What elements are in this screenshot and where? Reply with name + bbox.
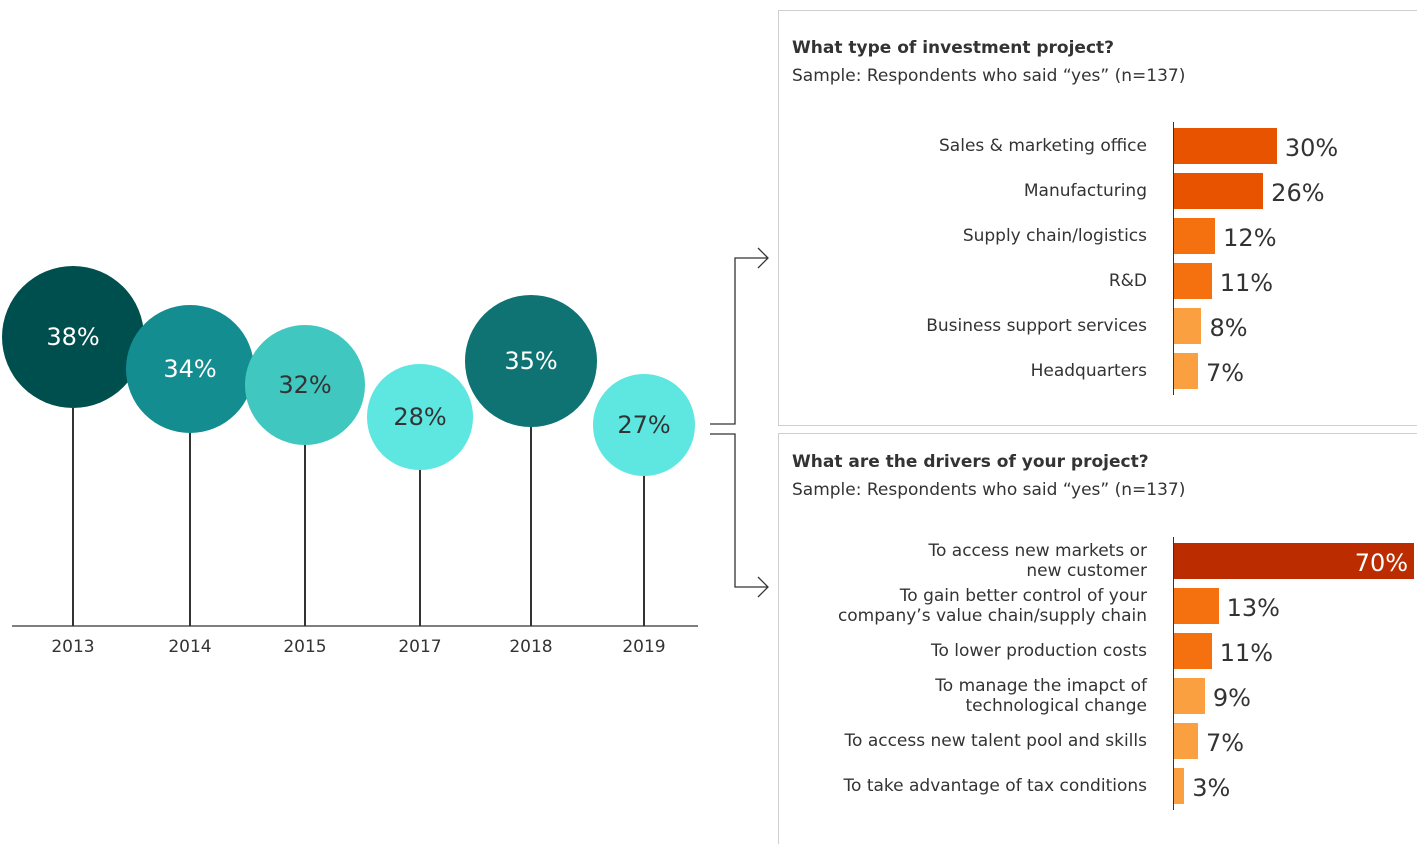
value-label: 30% [1284, 134, 1339, 162]
x-tick-label: 2017 [398, 637, 442, 657]
category-label: Business support services [926, 316, 1147, 336]
panel-title: What type of investment project? [792, 38, 1115, 58]
category-label: To access new talent pool and skills [844, 731, 1147, 751]
x-tick-label: 2015 [283, 637, 327, 657]
bar [1174, 633, 1212, 669]
bar [1174, 678, 1205, 714]
panel-subtitle: Sample: Respondents who said “yes” (n=13… [792, 66, 1186, 86]
value-label: 11% [1219, 269, 1274, 297]
category-label: Headquarters [1030, 361, 1147, 381]
connector [710, 257, 768, 425]
bubble-label: 35% [504, 347, 558, 375]
value-label: 7% [1206, 359, 1245, 387]
value-label: 26% [1271, 179, 1325, 207]
bubble [465, 295, 597, 427]
category-label: Sales & marketing office [939, 136, 1147, 156]
value-label: 8% [1209, 314, 1248, 342]
bubble-label: 28% [393, 403, 447, 431]
panel [778, 10, 1417, 426]
x-tick-label: 2018 [509, 637, 553, 657]
category-label: Manufacturing [1023, 181, 1147, 201]
stem [419, 469, 421, 626]
bubble [126, 305, 254, 433]
bar [1174, 308, 1202, 344]
value-label: 9% [1212, 684, 1251, 712]
x-tick-label: 2019 [622, 637, 666, 657]
arrow [757, 576, 769, 598]
bubble-label: 38% [46, 323, 100, 351]
bar [1174, 173, 1264, 209]
bar [1174, 353, 1198, 389]
value-label: 12% [1223, 224, 1277, 252]
panel-subtitle: Sample: Respondents who said “yes” (n=13… [792, 480, 1186, 500]
panel-title: What are the drivers of your project? [792, 452, 1149, 472]
bubble [244, 324, 366, 446]
bar [1174, 588, 1219, 624]
value-label: 7% [1206, 729, 1245, 757]
arrow [757, 247, 769, 269]
stem [304, 445, 306, 626]
bubble [367, 364, 473, 470]
bubble-label: 27% [617, 411, 671, 439]
category-label: To manage the imapct of technological ch… [935, 676, 1147, 716]
category-label: Supply chain/logistics [962, 226, 1147, 246]
category-label: R&D [1108, 271, 1147, 291]
bar [1174, 768, 1185, 804]
category-label: To take advantage of tax conditions [843, 776, 1147, 796]
connector [710, 433, 768, 588]
value-label: 13% [1226, 594, 1280, 622]
x-tick-label: 2014 [168, 637, 212, 657]
category-label: To access new markets or new customer [928, 541, 1147, 581]
x-tick-label: 2013 [51, 637, 95, 657]
bubble [1, 265, 145, 409]
bar [1174, 263, 1212, 299]
value-label: 70% [1354, 549, 1409, 577]
bar [1174, 218, 1216, 254]
axis-line [1173, 122, 1175, 395]
bubble-label: 34% [163, 355, 217, 383]
stem [72, 408, 74, 626]
stem [530, 426, 532, 626]
axis-line [1173, 537, 1175, 810]
value-label: 11% [1219, 639, 1274, 667]
category-label: To lower production costs [931, 641, 1147, 661]
bar [1174, 128, 1277, 164]
stem [643, 475, 645, 626]
stem [189, 432, 191, 626]
value-label: 3% [1192, 774, 1231, 802]
bar [1174, 723, 1198, 759]
bubble-label: 32% [278, 371, 332, 399]
bubble [593, 374, 695, 476]
category-label: To gain better control of your company’s… [837, 586, 1147, 626]
panel [778, 433, 1417, 844]
bar [1174, 543, 1415, 579]
